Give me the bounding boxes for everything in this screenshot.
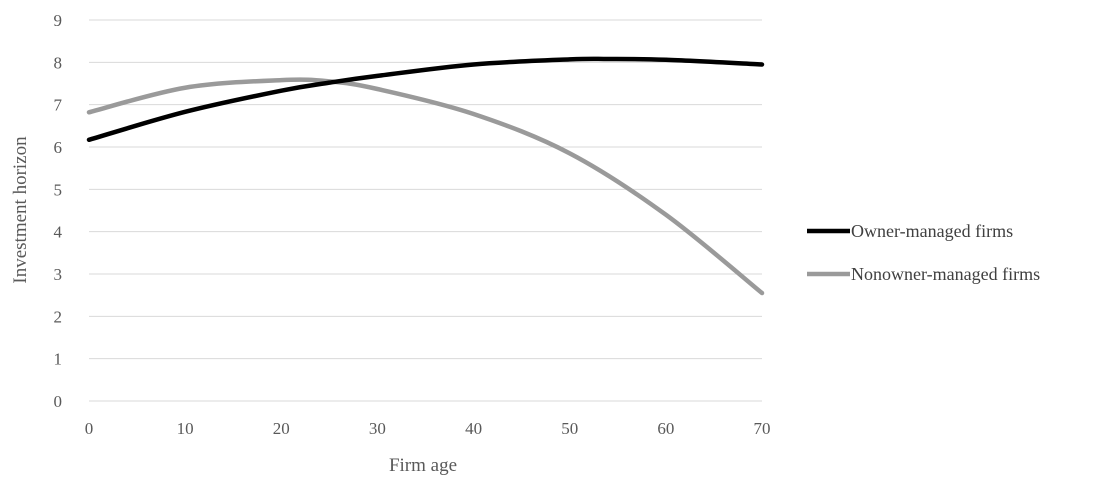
x-tick-label: 30 xyxy=(369,419,386,438)
legend-label-0: Owner-managed firms xyxy=(851,221,1013,241)
series-lines xyxy=(86,56,765,296)
legend: Owner-managed firms Nonowner-managed firm… xyxy=(807,221,1040,284)
y-tick-label: 8 xyxy=(54,53,63,72)
x-tick-label: 20 xyxy=(273,419,290,438)
y-tick-label: 5 xyxy=(54,180,63,199)
y-tick-label: 9 xyxy=(54,11,63,30)
x-tick-label: 40 xyxy=(465,419,482,438)
series-line-1 xyxy=(86,77,765,296)
x-tick-labels: 0 10 20 30 40 50 60 70 xyxy=(85,419,771,438)
y-tick-label: 3 xyxy=(54,265,63,284)
x-tick-label: 50 xyxy=(561,419,578,438)
gridlines xyxy=(89,19,762,402)
legend-label-1: Nonowner-managed firms xyxy=(851,264,1040,284)
x-axis-title: Firm age xyxy=(389,455,457,476)
x-tick-label: 60 xyxy=(657,419,674,438)
y-tick-label: 7 xyxy=(54,96,63,115)
y-tick-label: 1 xyxy=(54,350,63,369)
y-tick-label: 4 xyxy=(54,223,63,242)
series-line-0 xyxy=(86,56,765,143)
y-tick-label: 2 xyxy=(54,307,63,326)
y-tick-label: 0 xyxy=(54,392,63,411)
x-tick-label: 10 xyxy=(177,419,194,438)
y-tick-labels: 0 1 2 3 4 5 6 7 8 9 xyxy=(54,11,63,411)
y-axis-title: Investment horizon xyxy=(10,136,31,284)
y-tick-label: 6 xyxy=(54,138,63,157)
x-tick-label: 70 xyxy=(754,419,771,438)
x-tick-label: 0 xyxy=(85,419,94,438)
